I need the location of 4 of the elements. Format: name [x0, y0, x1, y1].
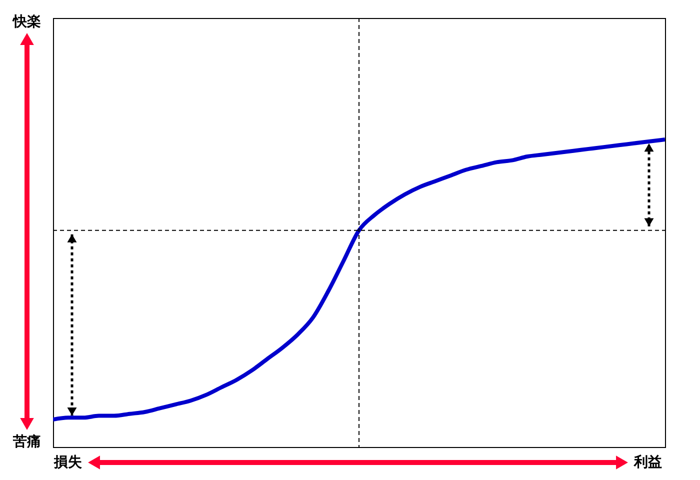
text: 苦痛: [12, 433, 41, 450]
text: 損失: [53, 454, 83, 470]
text: 快楽: [12, 14, 41, 30]
text: 利益: [633, 454, 662, 470]
